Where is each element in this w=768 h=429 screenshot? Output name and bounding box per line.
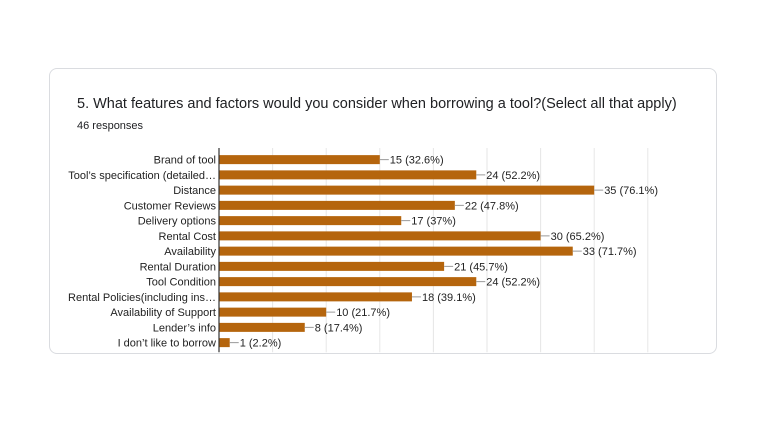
data-label: 22 (47.8%) bbox=[465, 200, 519, 212]
data-label: 35 (76.1%) bbox=[604, 185, 658, 197]
bar bbox=[219, 155, 380, 165]
category-label: Tool’s specification (detailed… bbox=[68, 170, 216, 182]
bar bbox=[219, 338, 230, 348]
bar bbox=[219, 170, 477, 180]
category-label: Availability of Support bbox=[110, 307, 216, 319]
chart-card: 5. What features and factors would you c… bbox=[49, 68, 717, 354]
category-label: Brand of tool bbox=[154, 155, 216, 167]
category-label: I don’t like to borrow bbox=[118, 338, 216, 350]
data-label: 21 (45.7%) bbox=[454, 261, 508, 273]
category-label: Rental Cost bbox=[159, 231, 216, 243]
bar bbox=[219, 292, 412, 302]
category-label: Tool Condition bbox=[146, 277, 216, 289]
category-label: Rental Duration bbox=[140, 261, 216, 273]
category-label: Distance bbox=[173, 185, 216, 197]
bar bbox=[219, 307, 327, 317]
bar bbox=[219, 277, 477, 287]
bar bbox=[219, 322, 305, 332]
bar bbox=[219, 231, 541, 241]
bar bbox=[219, 200, 455, 210]
data-label: 17 (37%) bbox=[411, 216, 456, 228]
question-title: 5. What features and factors would you c… bbox=[77, 96, 677, 112]
data-label: 1 (2.2%) bbox=[240, 338, 282, 350]
category-label: Availability bbox=[164, 246, 216, 258]
data-label: 8 (17.4%) bbox=[315, 322, 363, 334]
data-label: 33 (71.7%) bbox=[583, 246, 637, 258]
data-label: 10 (21.7%) bbox=[336, 307, 390, 319]
bar bbox=[219, 261, 445, 271]
category-label: Delivery options bbox=[138, 216, 217, 228]
category-label: Customer Reviews bbox=[124, 200, 217, 212]
data-label: 24 (52.2%) bbox=[486, 277, 540, 289]
category-label: Rental Policies(including ins… bbox=[68, 292, 216, 304]
category-label: Lender’s info bbox=[153, 322, 216, 334]
data-label: 24 (52.2%) bbox=[486, 170, 540, 182]
data-label: 18 (39.1%) bbox=[422, 292, 476, 304]
data-label: 15 (32.6%) bbox=[390, 155, 444, 167]
response-count: 46 responses bbox=[77, 120, 144, 132]
bar bbox=[219, 185, 595, 195]
data-label: 30 (65.2%) bbox=[551, 231, 605, 243]
bar bbox=[219, 216, 402, 226]
bar bbox=[219, 246, 573, 256]
